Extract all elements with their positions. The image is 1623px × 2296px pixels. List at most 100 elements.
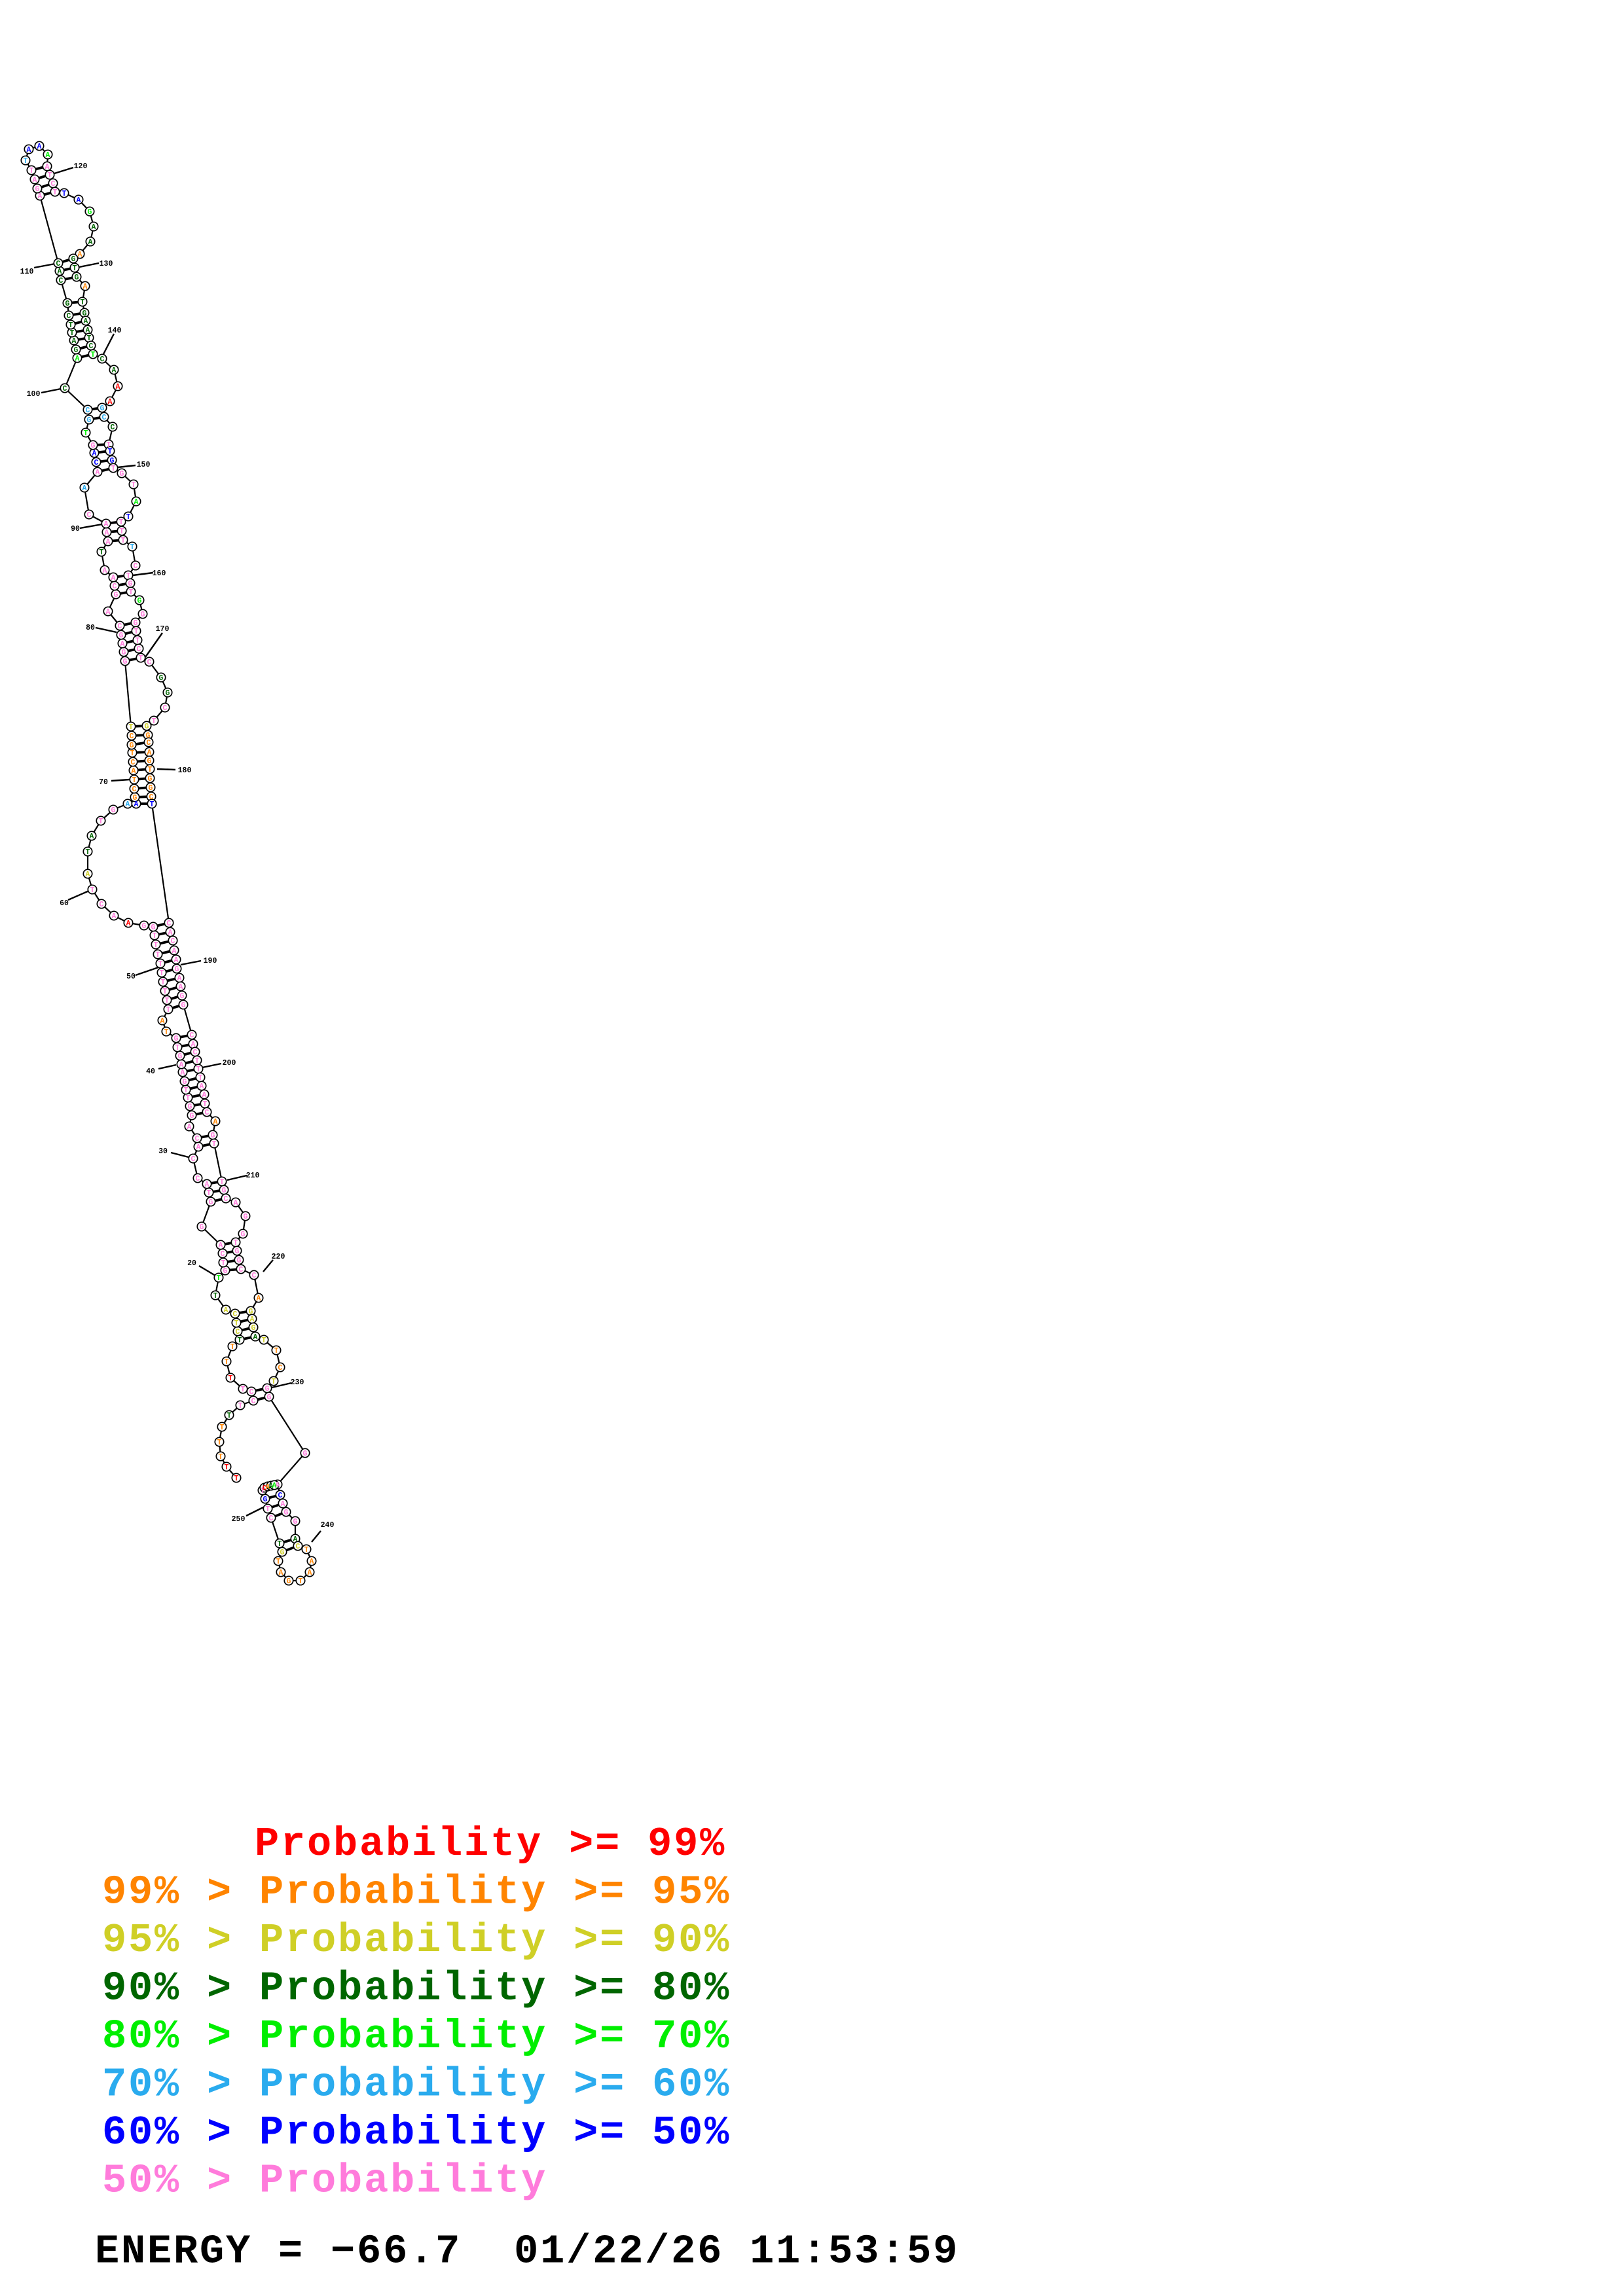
svg-text:T: T	[186, 1094, 191, 1103]
svg-text:C: C	[147, 658, 152, 667]
svg-text:G: G	[120, 470, 124, 478]
svg-text:A: A	[310, 1558, 314, 1566]
svg-text:T: T	[165, 997, 170, 1005]
svg-text:C: C	[63, 385, 67, 393]
svg-text:G: G	[284, 1509, 289, 1517]
svg-text:T: T	[148, 766, 153, 774]
svg-text:70: 70	[99, 778, 108, 787]
svg-text:T: T	[213, 1292, 218, 1300]
svg-text:T: T	[274, 1347, 279, 1355]
svg-text:A: A	[27, 146, 31, 154]
svg-text:T: T	[228, 1374, 233, 1383]
svg-text:A: A	[83, 283, 88, 291]
svg-text:250: 250	[232, 1515, 246, 1524]
svg-text:G: G	[237, 1257, 242, 1265]
svg-text:T: T	[238, 1402, 243, 1410]
svg-text:T: T	[62, 190, 67, 198]
svg-text:C: C	[149, 793, 154, 802]
svg-text:A: A	[120, 640, 125, 649]
svg-text:110: 110	[20, 268, 34, 276]
svg-text:G: G	[87, 416, 92, 425]
svg-text:A: A	[104, 520, 109, 529]
svg-text:G: G	[244, 1213, 248, 1221]
svg-text:T: T	[86, 848, 90, 857]
svg-text:A: A	[75, 355, 80, 363]
svg-text:T: T	[126, 572, 131, 581]
svg-text:T: T	[221, 1259, 226, 1268]
svg-text:G: G	[265, 1385, 270, 1393]
svg-text:130: 130	[100, 260, 113, 268]
svg-text:G: G	[287, 1577, 291, 1586]
svg-text:A: A	[147, 749, 152, 757]
svg-text:G: G	[65, 300, 70, 308]
svg-text:G: G	[209, 1198, 213, 1207]
svg-text:T: T	[164, 1028, 169, 1037]
svg-text:A: A	[103, 567, 107, 575]
svg-text:A: A	[172, 947, 177, 956]
svg-text:T: T	[53, 188, 58, 197]
svg-text:C: C	[190, 1031, 194, 1040]
svg-text:A: A	[179, 983, 183, 992]
svg-text:A: A	[250, 1316, 255, 1324]
svg-text:T: T	[158, 960, 163, 969]
svg-text:T: T	[154, 941, 158, 950]
svg-text:A: A	[92, 223, 96, 232]
svg-text:A: A	[86, 327, 90, 335]
svg-text:A: A	[46, 151, 50, 160]
svg-text:G: G	[267, 1393, 272, 1402]
svg-text:200: 200	[223, 1059, 236, 1067]
svg-text:G: G	[222, 1187, 227, 1195]
svg-text:G: G	[130, 742, 134, 750]
svg-text:G: G	[146, 732, 151, 740]
svg-text:100: 100	[27, 390, 41, 399]
svg-text:180: 180	[178, 766, 192, 775]
svg-text:G: G	[148, 775, 153, 783]
svg-text:T: T	[152, 717, 156, 726]
svg-text:T: T	[219, 1453, 223, 1462]
svg-text:T: T	[87, 334, 92, 343]
svg-text:G: G	[149, 784, 153, 793]
svg-text:T: T	[160, 969, 164, 978]
svg-text:40: 40	[146, 1067, 155, 1076]
svg-text:G: G	[110, 457, 115, 465]
svg-text:G: G	[241, 1230, 246, 1239]
svg-text:20: 20	[187, 1259, 196, 1268]
svg-text:T: T	[261, 1487, 265, 1496]
svg-text:T: T	[166, 1006, 171, 1014]
svg-text:A: A	[88, 238, 93, 247]
svg-text:80: 80	[86, 624, 95, 632]
svg-text:G: G	[141, 611, 145, 619]
svg-text:G: G	[82, 310, 87, 318]
svg-text:T: T	[207, 1189, 211, 1198]
svg-text:A: A	[253, 1333, 258, 1342]
svg-text:C: C	[296, 1543, 301, 1551]
svg-text:A: A	[111, 574, 116, 583]
svg-text:T: T	[48, 171, 52, 180]
svg-text:C: C	[195, 1135, 200, 1143]
svg-text:A: A	[257, 1295, 261, 1303]
svg-text:A: A	[105, 529, 109, 537]
svg-text:C: C	[113, 583, 117, 591]
svg-text:A: A	[272, 1482, 277, 1490]
svg-text:50% > Probability: 50% > Probability	[102, 2158, 547, 2204]
svg-text:T: T	[225, 1358, 229, 1367]
svg-text:60% > Probability >= 50%: 60% > Probability >= 50%	[102, 2109, 731, 2156]
svg-text:T: T	[304, 1546, 309, 1554]
svg-text:T: T	[175, 1044, 180, 1052]
svg-text:210: 210	[246, 1172, 260, 1180]
svg-text:90% > Probability >= 80%: 90% > Probability >= 80%	[102, 1965, 731, 2012]
svg-text:G: G	[251, 1324, 256, 1333]
svg-text:G: G	[249, 1308, 253, 1316]
svg-text:T: T	[234, 1239, 238, 1247]
svg-text:A: A	[160, 1017, 165, 1026]
svg-text:C: C	[118, 622, 122, 631]
svg-text:ENERGY = −66.7 01/22/26 11:53: ENERGY = −66.7 01/22/26 11:53:59	[95, 2229, 959, 2275]
svg-text:C: C	[205, 1109, 210, 1117]
svg-text:220: 220	[272, 1253, 285, 1261]
svg-text:C: C	[224, 1195, 228, 1204]
svg-text:G: G	[175, 965, 179, 974]
svg-text:C: C	[278, 1492, 283, 1500]
svg-text:G: G	[134, 619, 138, 628]
svg-text:G: G	[128, 580, 133, 588]
svg-text:T: T	[234, 1475, 239, 1483]
